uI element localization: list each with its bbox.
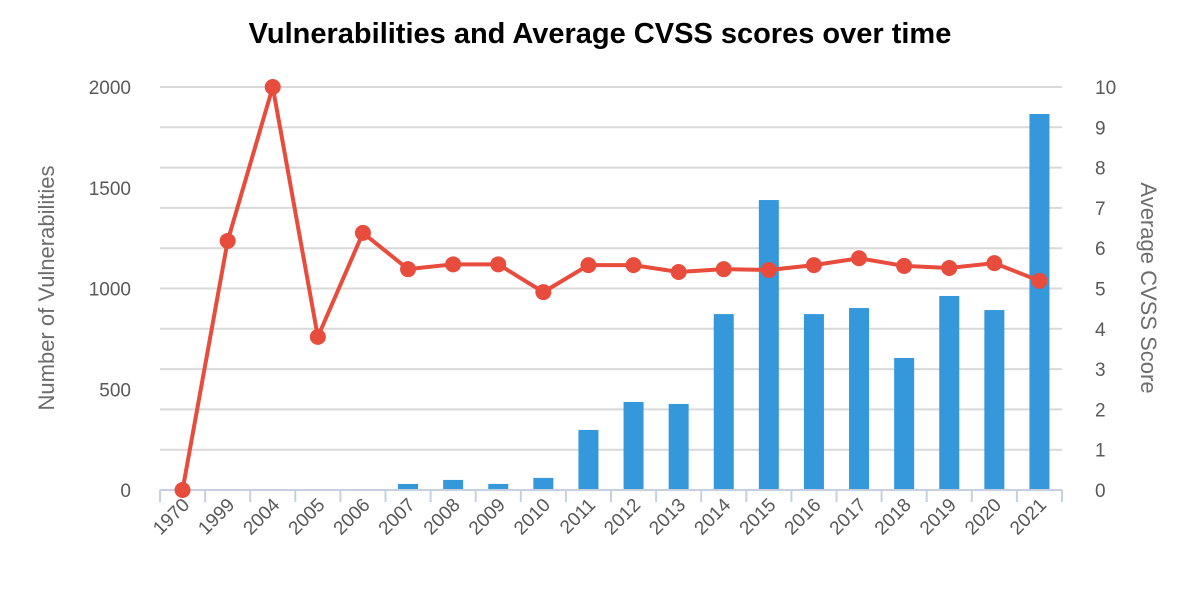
cvss-point-2006 [354, 224, 371, 241]
bar-2014 [713, 314, 734, 490]
cvss-point-2021 [1031, 272, 1048, 289]
bar-2016 [803, 314, 824, 490]
y-axis-label: Number of Vulnerabilities [34, 166, 59, 411]
cvss-point-2017 [851, 250, 868, 267]
y2-tick-label: 7 [1095, 199, 1106, 220]
cvss-point-2019 [941, 259, 958, 276]
y2-tick-label: 10 [1095, 78, 1116, 99]
y2-tick-label: 4 [1095, 320, 1106, 341]
x-tick-label: 2004 [240, 494, 285, 539]
cvss-point-2015 [760, 261, 777, 278]
bar-2012 [623, 401, 644, 490]
x-tick-label: 2012 [600, 495, 645, 540]
y2-tick-label: 6 [1095, 239, 1106, 260]
x-tick-label: 2021 [1006, 495, 1051, 540]
bar-2018 [894, 358, 915, 490]
cvss-point-2004 [264, 79, 281, 95]
cvss-point-2005 [309, 328, 326, 345]
y2-tick-label: 2 [1095, 400, 1106, 421]
x-tick-label: 2013 [645, 495, 690, 540]
bars [398, 114, 1050, 490]
chart-title: Vulnerabilities and Average CVSS scores … [249, 18, 952, 50]
bar-2009 [488, 483, 509, 490]
x-tick-label: 1999 [194, 495, 239, 540]
cvss-point-2010 [535, 284, 552, 301]
bar-2020 [984, 310, 1005, 490]
cvss-point-1999 [219, 232, 236, 249]
x-tick-label: 2005 [285, 495, 330, 540]
cvss-point-2009 [490, 256, 507, 273]
bar-2015 [758, 200, 779, 490]
x-tick-label: 2006 [330, 495, 375, 540]
cvss-point-2014 [715, 261, 732, 278]
y2-tick-label: 8 [1095, 159, 1106, 180]
y-tick-label: 0 [120, 481, 131, 502]
cvss-point-2016 [805, 257, 822, 274]
bar-2007 [398, 483, 419, 490]
bar-2017 [849, 308, 870, 490]
y2-tick-label: 3 [1095, 360, 1106, 381]
x-tick-label: 2009 [465, 495, 510, 540]
y-tick-label: 1500 [89, 179, 131, 200]
cvss-point-2008 [445, 256, 462, 273]
cvss-point-1970 [174, 482, 191, 498]
cvss-point-2018 [896, 257, 913, 274]
gridlines [160, 86, 1062, 451]
cvss-point-2013 [670, 263, 687, 280]
x-tick-label: 2014 [691, 494, 736, 539]
y2-tick-label: 0 [1095, 481, 1106, 502]
x-tick-label: 2008 [420, 495, 465, 540]
bar-2019 [939, 295, 960, 490]
y2-tick-label: 1 [1095, 441, 1106, 462]
x-tick-label: 2017 [826, 495, 871, 540]
cvss-point-2012 [625, 257, 642, 274]
cvss-point-2011 [580, 257, 597, 274]
cvss-point-2020 [986, 255, 1003, 272]
x-tick-label: 2019 [916, 495, 961, 540]
axes [159, 489, 1063, 502]
y2-axis-label: Average CVSS Score [1136, 182, 1161, 393]
y-tick-label: 2000 [89, 78, 131, 99]
bar-2010 [533, 477, 554, 490]
y-tick-label: 1000 [89, 280, 131, 301]
y2-tick-label: 9 [1095, 118, 1106, 139]
bar-2021 [1029, 114, 1050, 490]
y2-tick-label: 5 [1095, 280, 1106, 301]
x-tick-label: 2016 [781, 495, 826, 540]
cvss-line [174, 79, 1048, 498]
y-tick-label: 500 [99, 380, 131, 401]
x-tick-label: 2011 [556, 495, 600, 539]
x-tick-label: 2007 [375, 495, 420, 540]
bar-2008 [443, 479, 464, 490]
x-tick-label: 2010 [510, 495, 555, 540]
x-tick-label: 2020 [961, 495, 1006, 540]
x-tick-label: 2018 [871, 495, 916, 540]
tick-labels: 0 1 2 3 4 5 6 7 8 9 10 0 500 1000 1500 2000 1970 1999 2004… [89, 78, 1116, 539]
bar-2013 [668, 403, 689, 490]
x-tick-label: 2015 [736, 495, 781, 540]
bar-2011 [578, 429, 599, 490]
cvss-point-2007 [400, 261, 417, 278]
x-tick-label: 1970 [149, 495, 194, 540]
